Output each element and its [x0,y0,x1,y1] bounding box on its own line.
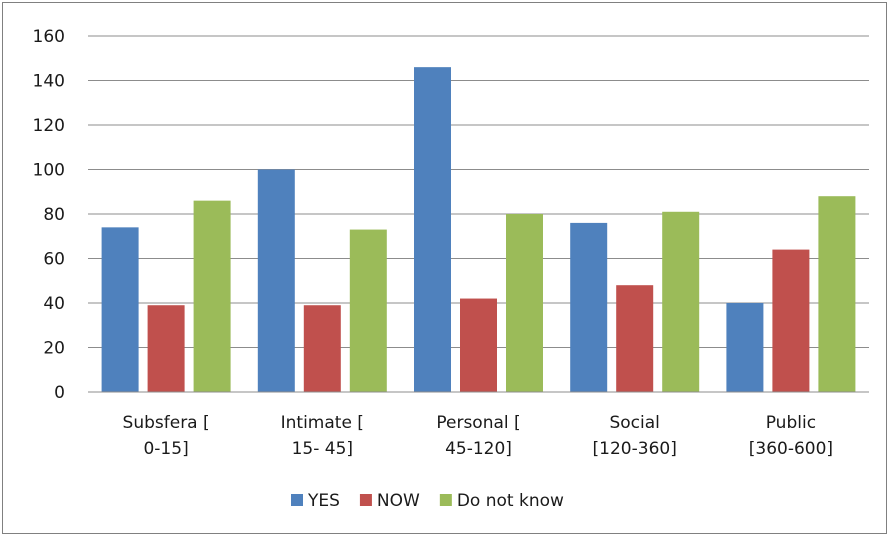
x-tick-label-line: 15- 45] [292,439,353,459]
x-tick-label-line: [120-360] [593,439,677,459]
y-tick-label: 140 [33,72,65,92]
bar-do-not-know [662,211,700,392]
bar-do-not-know [193,200,231,392]
legend-swatch-yes [291,494,303,506]
legend-swatch-do-not-know [439,494,452,506]
y-tick-label: 40 [43,294,65,314]
x-tick-label-line: 0-15] [143,439,188,459]
x-tick-label-line: Subsfera [ [123,413,210,433]
bar-now [303,305,341,392]
y-tick-label: 100 [33,161,65,181]
x-tick-label-line: Social [609,413,659,433]
bar-yes [570,222,608,392]
x-tick-label: Subsfera [ 0-15] [123,413,210,459]
legend-label: NOW [377,491,420,511]
x-tick-label: Intimate [ 15- 45] [281,413,364,459]
bar-do-not-know [818,196,856,392]
y-tick-label: 160 [33,27,65,47]
y-tick-label: 20 [43,339,65,359]
legend-label: Do not know [457,491,564,511]
bar-yes [257,169,295,392]
y-tick-label: 0 [54,383,65,403]
x-tick-label: Personal [ 45-120] [436,413,520,459]
bar-now [147,305,185,392]
bar-yes [414,67,451,393]
x-tick-label-line: Public [766,413,816,433]
y-tick-label: 80 [43,205,65,225]
y-tick-label: 120 [33,116,65,136]
x-tick-label-line: Personal [ [436,413,520,433]
bar-do-not-know [506,214,543,392]
legend-swatch-now [359,494,372,506]
x-tick-label-line: 45-120] [445,439,512,459]
legend-label: YES [307,491,340,511]
bar-yes [101,227,139,392]
x-tick-label-line: Intimate [ [281,413,364,433]
bar-now [616,285,654,392]
x-tick-label-line: [360-600] [749,439,833,459]
y-tick-label: 60 [43,250,65,270]
bar-chart: 0 20 40 60 80 100 120 140 160 Subsfera [ 0-15] Inti… [33,27,869,511]
bar-now [772,249,810,392]
bar-now [460,298,497,392]
x-tick-label: Social [120-360] [593,413,677,459]
bar-do-not-know [349,229,387,392]
x-tick-label: Public [360-600] [749,413,833,459]
bar-yes [726,303,764,392]
